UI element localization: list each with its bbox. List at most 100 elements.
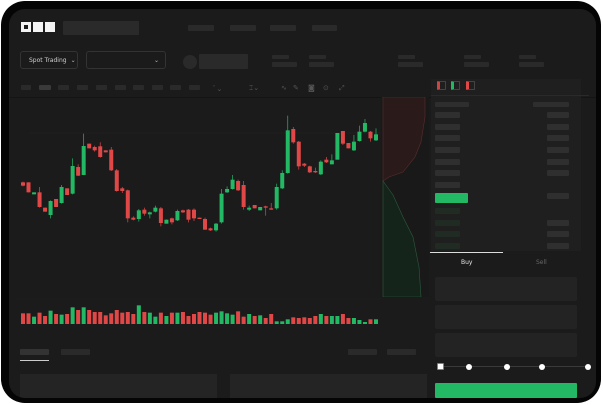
- candle-body: [313, 171, 318, 173]
- book-both-icon[interactable]: [437, 81, 446, 90]
- volume-bar: [109, 313, 114, 324]
- candle: [98, 142, 103, 158]
- bid-depth-area: [382, 180, 422, 297]
- candle-body: [214, 223, 219, 231]
- candle-body: [87, 143, 92, 149]
- volume-bar: [164, 316, 169, 324]
- candle: [269, 203, 274, 210]
- settings-icon[interactable]: ⊙: [323, 84, 329, 92]
- bid-price: [435, 220, 460, 226]
- search-bar[interactable]: [63, 21, 139, 35]
- filter-button[interactable]: [387, 349, 416, 355]
- camera-icon[interactable]: ◙: [308, 84, 315, 92]
- candlestick-chart[interactable]: [9, 9, 389, 349]
- book-bids-icon[interactable]: [451, 81, 460, 90]
- tab-order-history[interactable]: [61, 349, 90, 355]
- market-type-dropdown[interactable]: Spot Trading ⌄: [20, 51, 78, 69]
- slider-step[interactable]: [504, 364, 510, 370]
- tab-open-orders[interactable]: [20, 349, 49, 355]
- volume-bar: [147, 312, 152, 324]
- candle-body: [236, 181, 241, 191]
- nav-item[interactable]: [230, 25, 256, 31]
- volume-bar: [280, 321, 285, 324]
- bottom-panel-left: [20, 374, 217, 398]
- pair-dropdown[interactable]: ⌄: [86, 51, 166, 69]
- slider-step[interactable]: [585, 364, 591, 370]
- candle: [59, 185, 64, 204]
- candle-body: [302, 163, 307, 166]
- stat-value: [272, 62, 297, 67]
- volume-bar: [65, 314, 70, 324]
- slider-step[interactable]: [466, 364, 472, 370]
- candle-body: [263, 206, 268, 208]
- book-asks-icon[interactable]: [466, 81, 475, 90]
- volume-bar: [197, 312, 202, 324]
- draw-pencil-icon[interactable]: ✎: [293, 84, 299, 92]
- volume-group: [21, 305, 378, 324]
- volume-bar: [247, 314, 252, 324]
- interval-button[interactable]: [115, 85, 126, 90]
- volume-bar: [263, 318, 268, 324]
- stat-value: [309, 62, 334, 67]
- volume-bar: [274, 321, 279, 324]
- candle: [324, 157, 329, 163]
- total-input[interactable]: [435, 333, 577, 357]
- interval-button[interactable]: [77, 85, 88, 90]
- slider-step[interactable]: [539, 364, 545, 370]
- candle-body: [92, 147, 97, 151]
- coin-icon: [183, 55, 197, 69]
- candle: [208, 227, 213, 231]
- candle-body: [252, 205, 257, 209]
- candle-body: [247, 207, 252, 210]
- chevron-down-icon: ⌄: [70, 56, 76, 64]
- candle-body: [81, 146, 86, 175]
- nav-item[interactable]: [270, 25, 296, 31]
- interval-button-active[interactable]: [39, 85, 51, 90]
- ask-price: [435, 135, 460, 141]
- volume-bar: [208, 314, 213, 324]
- candle: [76, 164, 81, 176]
- interval-button[interactable]: [58, 85, 69, 90]
- ask-price: [435, 147, 460, 153]
- ask-amount: [547, 159, 569, 165]
- filter-button[interactable]: [348, 349, 377, 355]
- nav-item[interactable]: [188, 25, 214, 31]
- last-price: [435, 193, 468, 203]
- sell-tab[interactable]: Sell: [536, 259, 547, 266]
- volume-bar: [21, 313, 25, 324]
- candle: [230, 175, 235, 190]
- candle-body: [164, 219, 169, 224]
- candle: [307, 165, 312, 173]
- candle: [263, 205, 268, 216]
- volume-bar: [180, 312, 185, 324]
- candle-body: [65, 188, 70, 195]
- candle: [136, 209, 141, 222]
- interval-button[interactable]: [133, 85, 144, 90]
- interval-button[interactable]: [152, 85, 163, 90]
- volume-bar: [368, 319, 373, 324]
- nav-item[interactable]: [312, 25, 337, 31]
- volume-bar: [92, 312, 97, 324]
- interval-button[interactable]: [170, 85, 181, 90]
- indicator-icon[interactable]: ﾞ⌄: [213, 85, 223, 93]
- candle-type-icon[interactable]: ⌶⌄: [249, 84, 260, 92]
- price-input[interactable]: [435, 277, 577, 301]
- candle: [153, 205, 158, 213]
- interval-button[interactable]: [21, 85, 31, 90]
- interval-button[interactable]: [189, 85, 200, 90]
- line-tool-icon[interactable]: ∿: [281, 84, 287, 92]
- volume-bar: [285, 319, 290, 324]
- leverage-slider-track[interactable]: [441, 366, 587, 367]
- interval-button[interactable]: [96, 85, 107, 90]
- bid-price: [435, 231, 460, 237]
- amount-input[interactable]: [435, 305, 577, 329]
- candle: [291, 127, 296, 144]
- ask-price: [435, 112, 460, 118]
- fullscreen-icon[interactable]: ⤢: [339, 84, 345, 92]
- buy-tab[interactable]: Buy: [461, 259, 473, 266]
- candle-body: [48, 201, 53, 215]
- leverage-slider-handle[interactable]: [437, 363, 444, 370]
- candle-body: [351, 141, 356, 151]
- buy-button[interactable]: [435, 383, 577, 398]
